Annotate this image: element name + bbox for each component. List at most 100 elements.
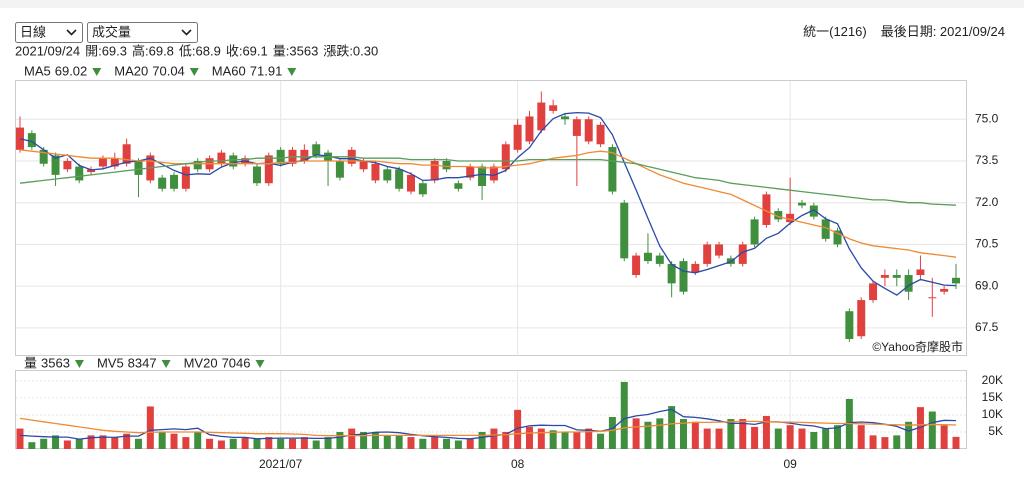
candle-body bbox=[430, 160, 439, 181]
volume-bar bbox=[928, 411, 936, 449]
legend-name: MV20 bbox=[184, 355, 218, 370]
volume-bar bbox=[786, 425, 794, 449]
legend-arrow bbox=[287, 68, 297, 76]
volume-bar bbox=[798, 428, 806, 449]
legend-value: 69.02 bbox=[55, 63, 88, 78]
candle-body bbox=[703, 244, 712, 264]
x-tick-label: 09 bbox=[783, 457, 797, 471]
volume-bar bbox=[668, 406, 676, 449]
volume-bar bbox=[40, 438, 48, 449]
volume-bar bbox=[312, 440, 320, 449]
volume-bar bbox=[419, 438, 427, 449]
legend-value: 3563 bbox=[41, 355, 70, 370]
legend-name: MA5 bbox=[24, 63, 51, 78]
volume-bar bbox=[454, 440, 462, 449]
volume-bar bbox=[597, 433, 605, 449]
volume-bar bbox=[810, 431, 818, 449]
candle-body bbox=[774, 211, 783, 220]
candle-body bbox=[561, 116, 570, 120]
volume-bar bbox=[206, 438, 214, 449]
volume-bar bbox=[502, 431, 510, 449]
candle-body bbox=[691, 263, 700, 273]
candle-body bbox=[466, 166, 475, 178]
indicator-select[interactable]: 成交量 bbox=[87, 22, 198, 43]
volume-bar bbox=[324, 437, 332, 449]
volume-bar bbox=[549, 430, 557, 449]
info-item: 低:68.9 bbox=[179, 43, 221, 58]
volume-bar bbox=[952, 436, 960, 449]
volume-bar bbox=[146, 406, 154, 449]
volume-bar bbox=[443, 438, 451, 449]
y-tick-label: 5K bbox=[988, 424, 1003, 438]
candle-body bbox=[264, 155, 273, 184]
volume-bar bbox=[762, 415, 770, 449]
volume-bar bbox=[632, 418, 640, 449]
candle-body bbox=[501, 144, 510, 170]
volume-bar bbox=[182, 437, 190, 449]
y-tick-label: 67.5 bbox=[975, 320, 999, 334]
candle-body bbox=[489, 166, 498, 181]
watermark: ©Yahoo奇摩股市 bbox=[872, 339, 963, 354]
ma-line bbox=[19, 149, 957, 258]
candle-body bbox=[880, 275, 889, 278]
x-tick-label: 2021/07 bbox=[259, 457, 303, 471]
candle-body bbox=[51, 155, 60, 175]
candle-body bbox=[584, 119, 593, 142]
candle-body bbox=[643, 252, 652, 262]
header: 統一(1216) 最後日期: 2021/09/24 bbox=[803, 24, 1005, 39]
candle-body bbox=[596, 124, 605, 145]
volume-bar bbox=[134, 438, 142, 449]
volume-bar bbox=[608, 416, 616, 449]
volume-bar bbox=[277, 438, 285, 449]
volume-bar bbox=[940, 425, 948, 449]
candle-body bbox=[217, 152, 226, 164]
candle-body bbox=[454, 183, 463, 189]
volume-bar bbox=[857, 425, 865, 449]
ma-line bbox=[19, 156, 957, 206]
volume-bar bbox=[893, 435, 901, 449]
x-tick-label: 08 bbox=[511, 457, 525, 471]
volume-bar bbox=[715, 428, 723, 449]
candle-body bbox=[845, 311, 854, 340]
volume-bar bbox=[514, 409, 522, 449]
select-text[interactable]: 成交量 bbox=[92, 24, 131, 39]
candle-body bbox=[525, 116, 534, 142]
legend-name: MV5 bbox=[97, 355, 124, 370]
volume-bar bbox=[466, 438, 474, 449]
volume-bar bbox=[537, 428, 545, 449]
candle-body bbox=[300, 149, 309, 161]
volume-bar bbox=[822, 428, 830, 449]
y-tick-label: 10K bbox=[982, 407, 1003, 421]
volume-bar bbox=[348, 428, 356, 449]
volume-bar bbox=[573, 431, 581, 449]
volume-bar bbox=[751, 426, 759, 449]
select-text[interactable]: 日線 bbox=[20, 24, 46, 39]
legend-value: 7046 bbox=[222, 355, 251, 370]
select-box[interactable] bbox=[87, 22, 198, 43]
candle-body bbox=[418, 183, 427, 195]
volume-bar bbox=[916, 407, 924, 449]
volume-bar bbox=[525, 426, 533, 449]
volume-bar bbox=[431, 437, 439, 449]
volume-bar bbox=[490, 428, 498, 449]
candle-body bbox=[679, 261, 688, 292]
select-box[interactable] bbox=[15, 22, 83, 43]
volume-bar bbox=[99, 435, 107, 449]
legend-name: MA20 bbox=[114, 63, 148, 78]
candle-body bbox=[786, 213, 795, 223]
period-select[interactable]: 日線 bbox=[15, 22, 83, 43]
info-item: 量:3563 bbox=[273, 43, 319, 58]
candle-body bbox=[158, 177, 167, 189]
top-strip bbox=[0, 0, 1024, 8]
candle-body bbox=[406, 174, 415, 192]
candle-body bbox=[276, 149, 285, 164]
volume-bar bbox=[229, 438, 237, 449]
candle-body bbox=[193, 160, 202, 170]
candle-body bbox=[63, 160, 72, 170]
info-item: 2021/09/24 bbox=[15, 43, 80, 58]
candle-body bbox=[821, 219, 830, 239]
select-chevron[interactable] bbox=[66, 29, 77, 36]
select-chevron[interactable] bbox=[181, 29, 192, 36]
legend-arrow bbox=[74, 360, 84, 368]
